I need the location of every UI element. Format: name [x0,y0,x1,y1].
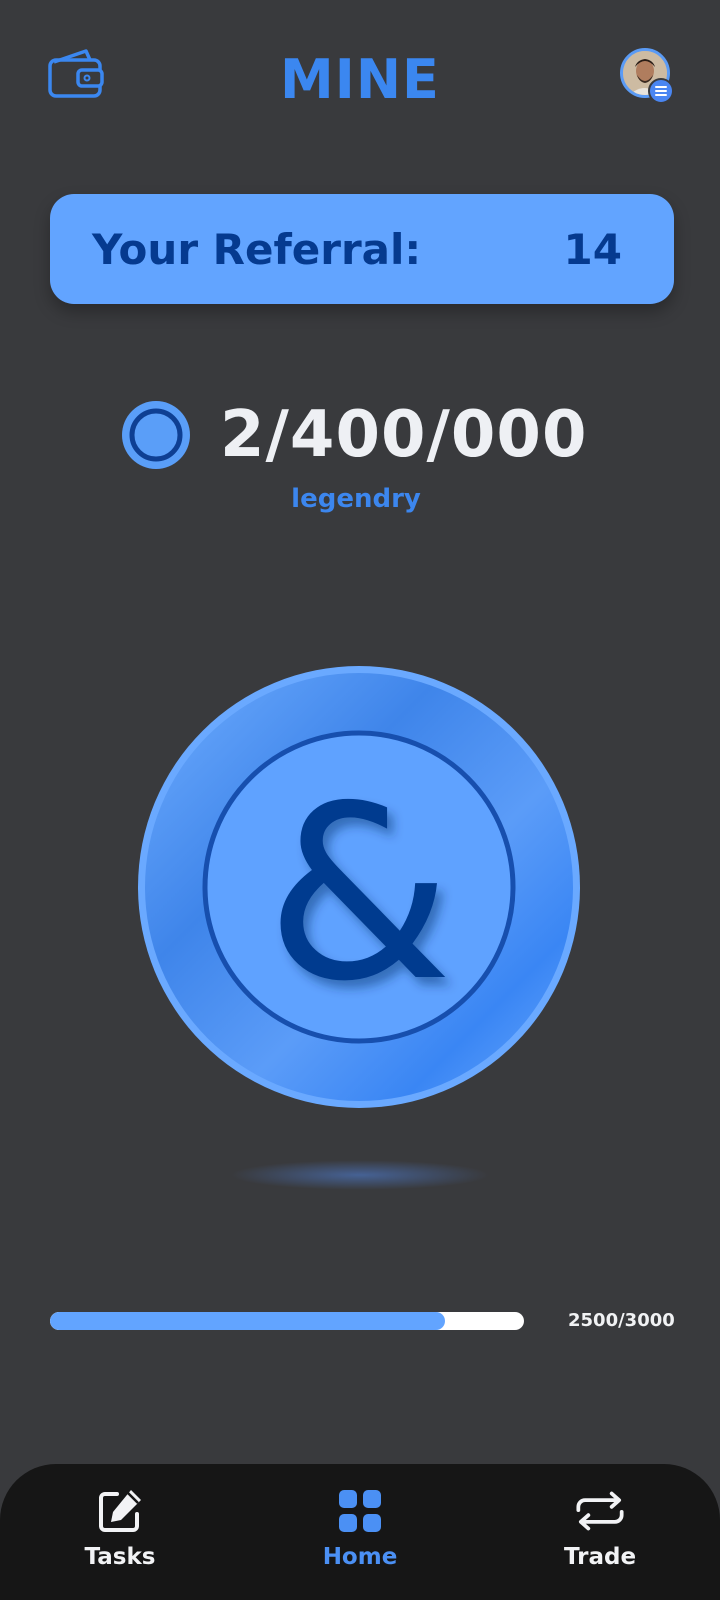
coin-shadow [230,1160,490,1190]
energy-progress-fill [50,1312,445,1330]
grid-icon [339,1490,381,1532]
bottom-nav: Tasks Home Trade [0,1464,720,1600]
nav-item-home[interactable]: Home [240,1464,480,1600]
referral-label: Your Referral: [92,224,422,274]
wallet-icon [48,49,104,98]
balance-row: 2/400/000 [120,390,587,480]
referral-card[interactable]: Your Referral: 14 [50,194,674,304]
wallet-button[interactable] [48,48,106,100]
coin-icon [122,401,190,469]
swap-icon [576,1491,624,1531]
tap-coin-button[interactable]: & [137,665,581,1109]
energy-progress-text: 2500/3000 [568,1310,675,1331]
coin-graphic: & [138,666,580,1108]
coin-symbol: & [265,754,452,1034]
energy-progress-bar [50,1312,524,1330]
rank-label: legendry [291,484,421,514]
edit-icon [99,1490,141,1532]
nav-item-trade[interactable]: Trade [480,1464,720,1600]
nav-label-home: Home [322,1544,398,1570]
referral-count: 14 [563,224,622,274]
menu-icon [655,86,667,96]
profile-button[interactable] [620,48,676,104]
page-title: MINE [280,48,440,111]
menu-badge[interactable] [648,78,674,104]
nav-label-tasks: Tasks [84,1544,156,1570]
nav-item-tasks[interactable]: Tasks [0,1464,240,1600]
nav-label-trade: Trade [563,1544,637,1570]
balance-value: 2/400/000 [220,398,588,472]
